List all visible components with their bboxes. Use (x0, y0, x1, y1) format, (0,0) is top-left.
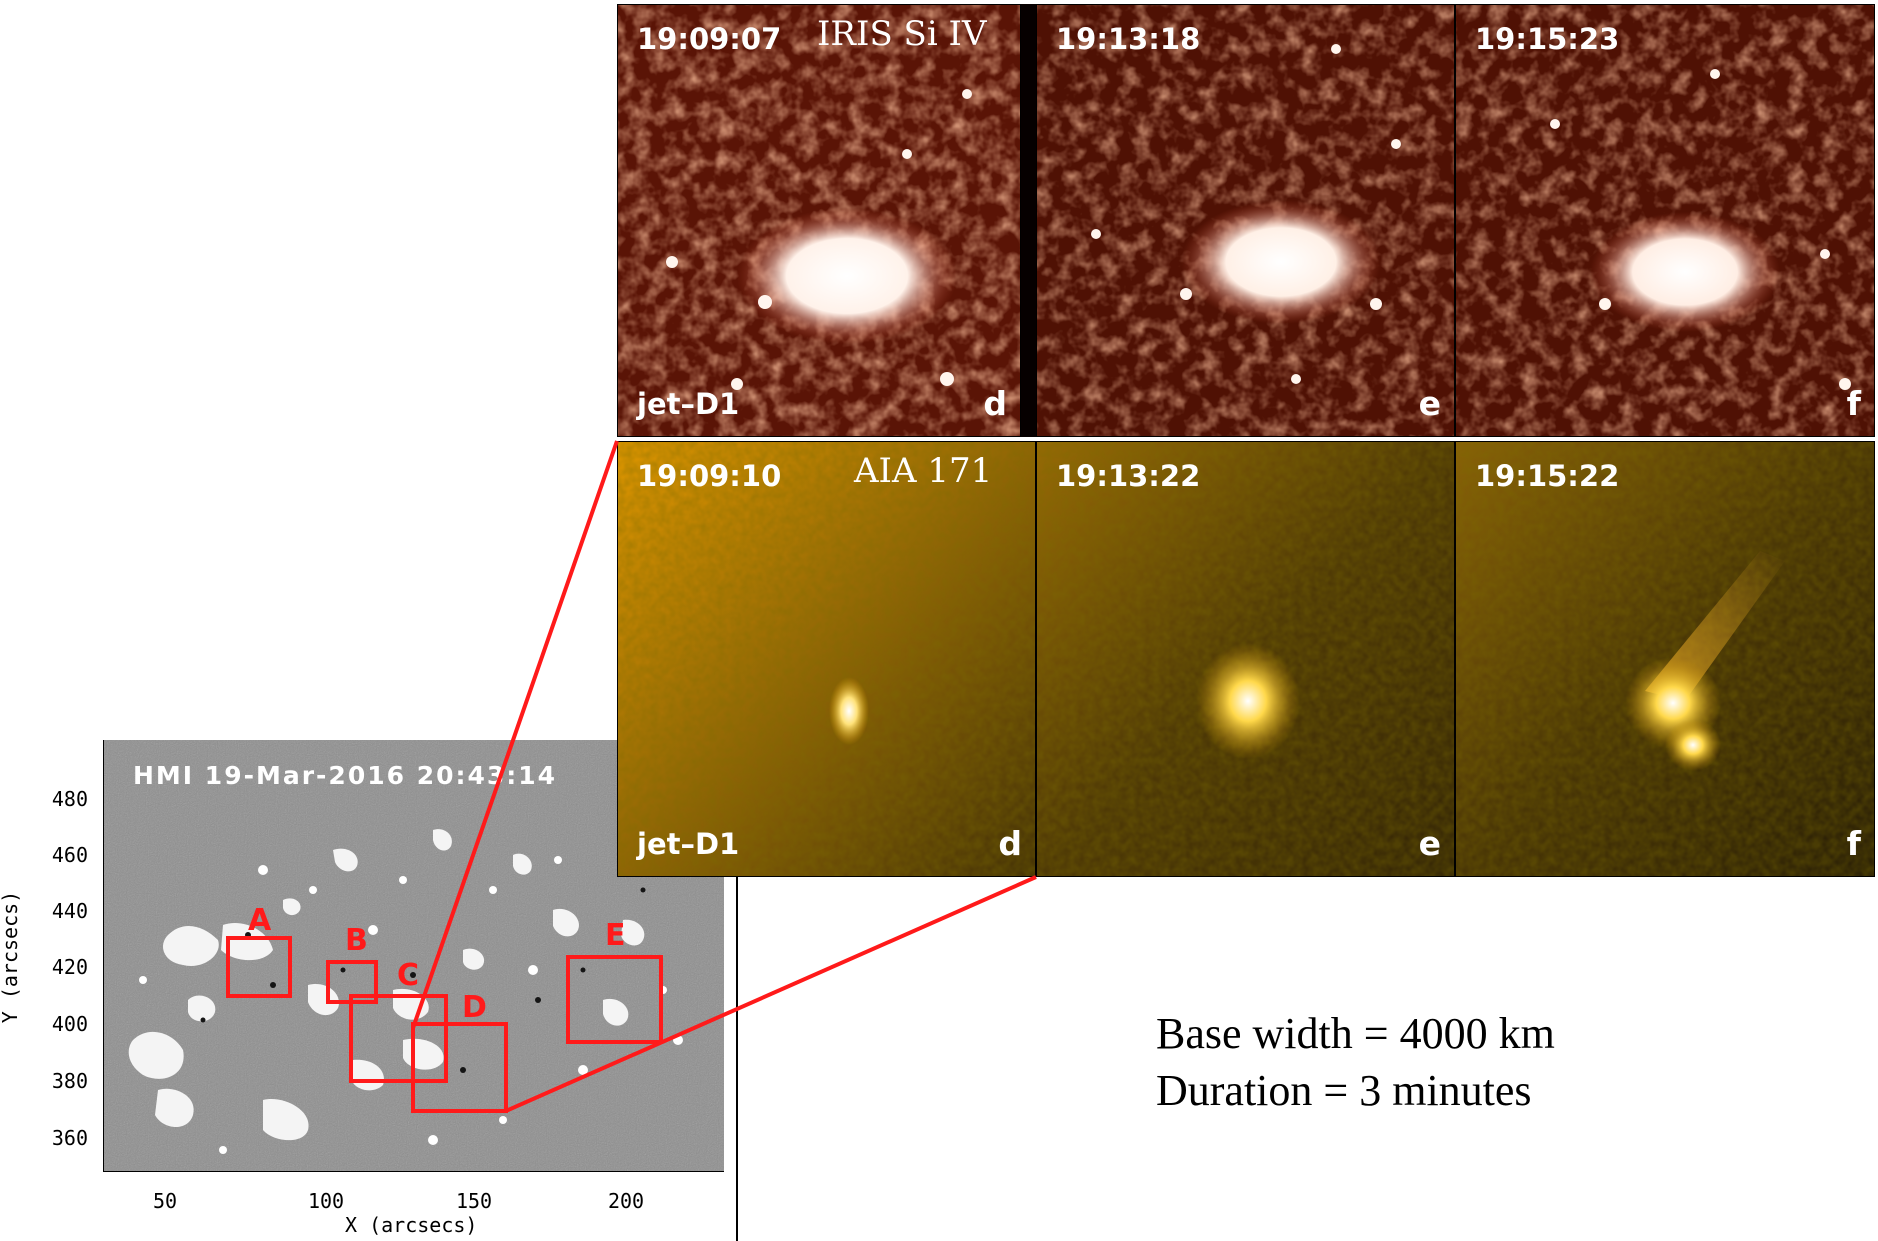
y-tick-label: 400 (51, 1012, 88, 1036)
aia-image (617, 441, 1036, 877)
aia-panel-d: 19:09:10 AIA 171 jet–D1 d (617, 441, 1036, 877)
aia-event-label: jet–D1 (637, 827, 740, 861)
iris-image (617, 4, 1021, 437)
x-tick-label: 150 (455, 1189, 493, 1213)
aia-image (1036, 441, 1455, 877)
iris-image (1455, 4, 1875, 437)
y-tick-label: 420 (51, 955, 88, 979)
aia-instrument-label: AIA 171 (854, 451, 993, 491)
iris-gap (1021, 4, 1036, 437)
duration-text: Duration = 3 minutes (1156, 1066, 1532, 1115)
iris-panel-d: 19:09:07 IRIS Si IV jet–D1 d (617, 4, 1021, 437)
iris-time-label: 19:15:23 (1475, 22, 1620, 56)
iris-panel-f: 19:15:23 f (1455, 4, 1875, 437)
hmi-right-axis (736, 870, 738, 1241)
y-tick-label: 480 (51, 787, 88, 811)
iris-panel-letter: d (983, 384, 1007, 423)
hmi-axes-frame (103, 740, 724, 1172)
aia-panel-letter: f (1846, 824, 1861, 863)
x-tick-label: 50 (152, 1189, 178, 1213)
aia-panel-f: 19:15:22 f (1455, 441, 1875, 877)
base-width-text: Base width = 4000 km (1156, 1009, 1555, 1058)
aia-panel-letter: e (1418, 824, 1441, 863)
aia-time-label: 19:09:10 (637, 459, 782, 493)
y-tick-label: 440 (51, 899, 88, 923)
iris-time-label: 19:09:07 (637, 22, 782, 56)
y-tick-label: 380 (51, 1069, 88, 1093)
y-tick-label: 360 (51, 1126, 88, 1150)
aia-image (1455, 441, 1875, 877)
x-tick-label: 200 (607, 1189, 645, 1213)
aia-time-label: 19:13:22 (1056, 459, 1201, 493)
iris-panel-e: 19:13:18 e (1036, 4, 1455, 437)
iris-instrument-label: IRIS Si IV (817, 14, 987, 54)
y-tick-label: 460 (51, 843, 88, 867)
iris-time-label: 19:13:18 (1056, 22, 1201, 56)
iris-panel-letter: e (1418, 384, 1441, 423)
aia-time-label: 19:15:22 (1475, 459, 1620, 493)
x-tick-label: 100 (307, 1189, 345, 1213)
aia-panel-letter: d (998, 824, 1022, 863)
x-axis-label: X (arcsecs) (345, 1213, 478, 1237)
iris-image (1036, 4, 1455, 437)
y-axis-label: Y (arcsecs) (0, 890, 23, 1024)
iris-panel-letter: f (1846, 384, 1861, 423)
aia-panel-e: 19:13:22 e (1036, 441, 1455, 877)
iris-event-label: jet–D1 (637, 387, 740, 421)
